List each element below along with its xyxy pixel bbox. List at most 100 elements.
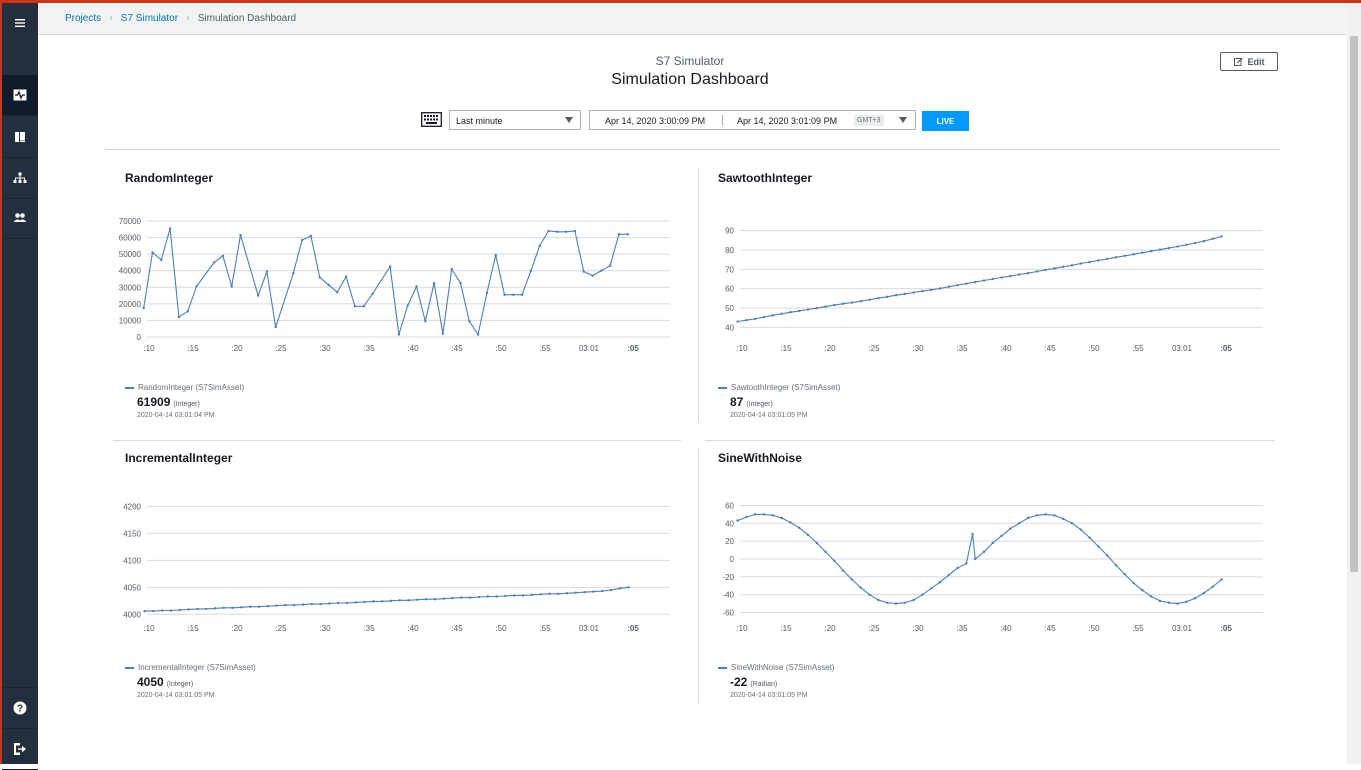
x-tick-label: :35 (363, 344, 375, 353)
data-point (530, 593, 533, 597)
keyboard-icon[interactable] (421, 112, 442, 127)
help-button[interactable]: ? (2, 687, 38, 729)
menu-icon (15, 19, 25, 27)
data-point (476, 333, 480, 336)
latest-value: -22 (Radian) (730, 675, 777, 689)
chart-legend[interactable]: SineWithNoise (S7SimAsset) (718, 663, 835, 672)
x-tick-label: :25 (275, 344, 287, 353)
data-point (1035, 514, 1038, 517)
data-point (762, 315, 766, 319)
x-tick-label: :45 (1044, 344, 1056, 353)
x-tick-label: 03:01 (1172, 344, 1193, 353)
data-point (1000, 534, 1003, 537)
data-point (627, 586, 630, 589)
data-point (213, 607, 217, 610)
data-point (1167, 601, 1170, 604)
data-point (397, 333, 401, 336)
latest-value-number: -22 (730, 675, 748, 689)
x-tick-label: :40 (407, 344, 419, 353)
live-button[interactable]: LIVE (922, 111, 969, 131)
data-point (160, 258, 163, 262)
legend-label: SawtoothInteger (S7SimAsset) (731, 383, 841, 392)
x-tick-label: :25 (275, 624, 287, 633)
breadcrumb-projects[interactable]: Projects (65, 12, 102, 24)
header-divider (105, 149, 1280, 150)
top-accent-bar (0, 0, 1361, 3)
data-point (565, 592, 569, 595)
sidebar-item-library[interactable] (2, 117, 38, 158)
y-tick-label: 10000 (119, 316, 142, 325)
data-point (1026, 272, 1030, 275)
data-point (903, 292, 906, 296)
y-tick-label: 60 (725, 501, 734, 510)
data-point (1220, 235, 1223, 238)
data-point (1026, 516, 1030, 520)
data-point (877, 598, 880, 602)
data-point (1150, 595, 1153, 598)
y-tick-label: 4150 (123, 529, 141, 538)
data-point (991, 277, 994, 281)
breadcrumb: Projects › S7 Simulator › Simulation Das… (65, 12, 296, 24)
data-point (292, 272, 295, 275)
data-point (441, 332, 445, 335)
y-tick-label: 50 (725, 304, 734, 313)
data-point (921, 289, 924, 293)
data-point (177, 315, 181, 319)
menu-button[interactable] (2, 3, 38, 43)
line-chart: 40 50 60 70 80 90:10:15:20:25:30:35:40:45:50:… (725, 227, 1263, 353)
data-point (1062, 265, 1065, 269)
book-icon (15, 132, 25, 142)
data-point (833, 559, 836, 562)
data-point (780, 516, 783, 520)
y-tick-label: 4100 (123, 556, 141, 565)
data-point (222, 606, 225, 610)
latest-timestamp: 2020-04-14 03:01:04 PM (137, 412, 215, 419)
scrollbar-thumb[interactable] (1350, 36, 1358, 572)
data-point (974, 280, 977, 284)
data-point (398, 599, 401, 602)
data-point (318, 276, 321, 279)
data-point (1062, 517, 1065, 521)
data-point (1185, 243, 1188, 246)
edit-button[interactable]: Edit (1220, 52, 1278, 71)
data-point (842, 302, 845, 305)
series-line (737, 235, 1222, 323)
sidebar-item-assets[interactable] (2, 158, 38, 199)
y-tick-label: 80 (725, 246, 734, 255)
data-point (1018, 522, 1021, 525)
data-point (1044, 513, 1047, 516)
legend-swatch (125, 386, 134, 389)
data-point (381, 600, 384, 603)
x-tick-label: :20 (231, 344, 243, 353)
data-point (529, 269, 533, 272)
data-point (592, 590, 595, 593)
widget-title: SawtoothInteger (718, 171, 813, 185)
x-tick-label: :15 (187, 344, 199, 353)
left-accent-bar (0, 0, 2, 764)
data-point (187, 608, 190, 611)
y-tick-label: 4000 (123, 610, 141, 619)
data-point (806, 308, 810, 311)
time-range-select[interactable]: Last minute (449, 110, 581, 130)
data-point (539, 593, 542, 596)
chart-legend[interactable]: RandomInteger (S7SimAsset) (125, 383, 244, 392)
data-point (450, 267, 453, 271)
widget-title: RandomInteger (125, 171, 214, 185)
sidebar-item-users[interactable] (2, 198, 38, 239)
widget-title: SineWithNoise (718, 451, 802, 465)
date-range-picker[interactable]: Apr 14, 2020 3:00:09 PM Apr 14, 2020 3:0… (589, 110, 916, 130)
x-tick-label: :25 (868, 624, 880, 633)
chart-legend[interactable]: IncrementalInteger (S7SimAsset) (125, 663, 256, 672)
data-point (168, 227, 172, 230)
chart-legend[interactable]: SawtoothInteger (S7SimAsset) (718, 383, 840, 392)
data-point (982, 279, 986, 282)
data-point (363, 600, 366, 604)
y-tick-label: -60 (722, 609, 734, 618)
data-point (239, 233, 242, 237)
sidebar-item-dashboards[interactable] (2, 75, 38, 116)
breadcrumb-project[interactable]: S7 Simulator (120, 12, 179, 24)
y-tick-label: 50000 (119, 250, 142, 259)
x-tick-label: :05 (1220, 344, 1232, 353)
data-point (345, 601, 349, 605)
y-tick-label: 90 (725, 227, 734, 236)
